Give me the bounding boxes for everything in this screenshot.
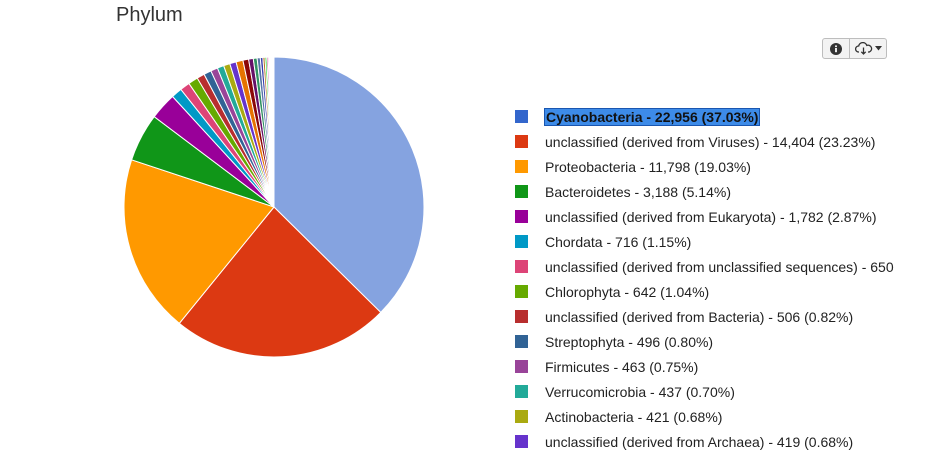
legend-item[interactable]: Chordata - 716 (1.15%) [515, 229, 915, 254]
legend-item[interactable]: unclassified (derived from Viruses) - 14… [515, 129, 915, 154]
legend-swatch [515, 360, 528, 373]
info-button[interactable] [822, 38, 850, 59]
legend-label: Proteobacteria - 11,798 (19.03%) [545, 158, 751, 175]
legend-label: unclassified (derived from unclassified … [545, 258, 894, 275]
legend-swatch [515, 385, 528, 398]
pie-slice-cyanobacteria[interactable] [273, 56, 425, 314]
chart-legend: Cyanobacteria - 22,956 (37.03%) unclassif… [515, 104, 915, 454]
pie-slice-proteobacteria[interactable] [123, 159, 275, 325]
legend-swatch [515, 335, 528, 348]
info-icon [830, 42, 842, 55]
chart-title: Phylum [116, 4, 183, 26]
pie-slice-unclassified-derived-from-viruses[interactable] [178, 206, 382, 358]
legend-label: Cyanobacteria - 22,956 (37.03%) [543, 107, 761, 126]
legend-item[interactable]: unclassified (derived from Bacteria) - 5… [515, 304, 915, 329]
legend-label: Streptophyta - 496 (0.80%) [545, 333, 714, 350]
legend-item[interactable]: Chlorophyta - 642 (1.04%) [515, 279, 915, 304]
legend-swatch [515, 135, 528, 148]
legend-swatch [515, 435, 528, 448]
chart-toolbar [822, 38, 887, 59]
legend-item[interactable]: unclassified (derived from Eukaryota) - … [515, 204, 915, 229]
legend-item[interactable]: unclassified (derived from Archaea) - 41… [515, 429, 915, 454]
legend-item[interactable]: Bacteroidetes - 3,188 (5.14%) [515, 179, 915, 204]
legend-swatch [515, 410, 528, 423]
legend-label: Chlorophyta - 642 (1.04%) [545, 283, 710, 300]
legend-item[interactable]: Streptophyta - 496 (0.80%) [515, 329, 915, 354]
legend-item[interactable]: unclassified (derived from unclassified … [515, 254, 915, 279]
legend-item[interactable]: Verrucomicrobia - 437 (0.70%) [515, 379, 915, 404]
legend-swatch [515, 110, 528, 123]
legend-label: unclassified (derived from Bacteria) - 5… [545, 308, 854, 325]
legend-label: unclassified (derived from Archaea) - 41… [545, 433, 854, 450]
legend-swatch [515, 210, 528, 223]
legend-label: Bacteroidetes - 3,188 (5.14%) [545, 183, 731, 200]
legend-label: Firmicutes - 463 (0.75%) [545, 358, 699, 375]
legend-label: Chordata - 716 (1.15%) [545, 233, 692, 250]
legend-label: unclassified (derived from Viruses) - 14… [545, 133, 876, 150]
legend-swatch [515, 310, 528, 323]
legend-label: Verrucomicrobia - 437 (0.70%) [545, 383, 735, 400]
cloud-download-icon [854, 42, 872, 55]
legend-label: unclassified (derived from Eukaryota) - … [545, 208, 877, 225]
pie-chart[interactable] [0, 0, 500, 457]
legend-item[interactable]: Cyanobacteria - 22,956 (37.03%) [515, 104, 915, 129]
legend-swatch [515, 285, 528, 298]
legend-swatch [515, 185, 528, 198]
legend-swatch [515, 260, 528, 273]
caret-down-icon [874, 46, 882, 51]
legend-item[interactable]: Proteobacteria - 11,798 (19.03%) [515, 154, 915, 179]
legend-label: Actinobacteria - 421 (0.68%) [545, 408, 723, 425]
legend-item[interactable]: Actinobacteria - 421 (0.68%) [515, 404, 915, 429]
legend-item[interactable]: Firmicutes - 463 (0.75%) [515, 354, 915, 379]
legend-swatch [515, 235, 528, 248]
download-menu-button[interactable] [850, 38, 887, 59]
legend-swatch [515, 160, 528, 173]
